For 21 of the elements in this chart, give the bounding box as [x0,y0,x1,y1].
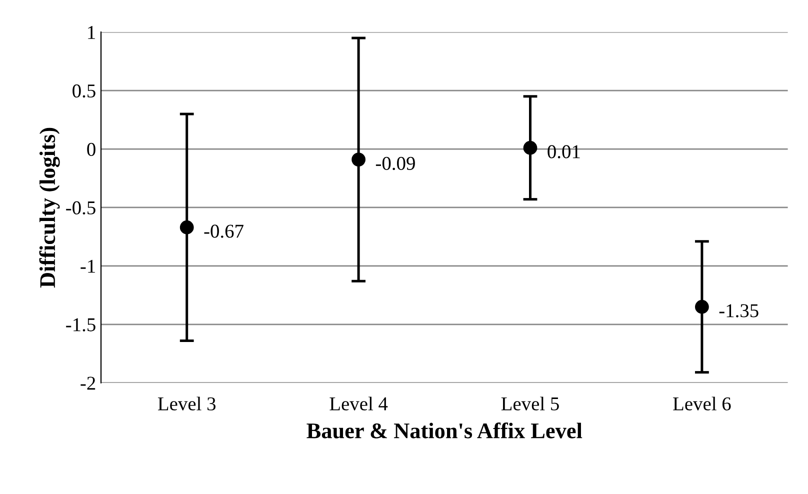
data-label: -0.67 [204,224,244,238]
data-label: -0.09 [376,156,415,170]
y-axis-title: Difficulty (logits) [39,128,60,288]
x-tick-label: Level 3 [158,396,216,410]
data-label: 0.01 [548,145,580,158]
x-tick-label: Level 4 [330,396,388,410]
y-tick-label: 0 [87,142,96,156]
y-tick-label: -2 [80,376,96,390]
y-tick-label: -1 [80,260,95,273]
x-tick-label: Level 5 [501,396,559,410]
y-tick-label: 0.5 [72,84,96,98]
y-tick-label: 1 [88,26,95,39]
x-tick-label: Level 6 [673,396,731,410]
point [695,300,709,314]
x-axis-title: Bauer & Nation's Affix Level [306,422,582,438]
point [352,152,366,166]
point [523,140,538,155]
y-tick-label: -1.5 [66,318,96,332]
data-label: -1.35 [719,304,758,318]
y-tick-label: -0.5 [66,201,96,215]
point [180,220,194,234]
